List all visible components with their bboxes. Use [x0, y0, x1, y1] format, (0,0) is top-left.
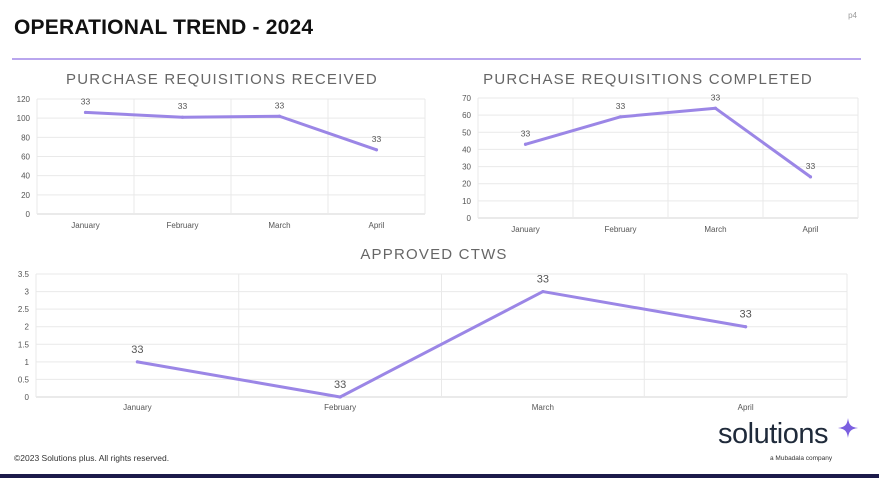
- data-point: [277, 114, 282, 118]
- y-tick-label: 40: [21, 172, 30, 181]
- y-tick-label: 20: [462, 180, 471, 189]
- y-tick-label: 50: [462, 128, 471, 137]
- page-number: p4: [848, 11, 857, 20]
- x-tick-label: April: [368, 221, 384, 230]
- chart-purchase-requisitions-received: PURCHASE REQUISITIONS RECEIVED 0 20 40 60 80 1…: [17, 71, 426, 230]
- data-point: [180, 115, 185, 119]
- plus-icon: [838, 418, 858, 443]
- x-tick-label: January: [123, 403, 151, 412]
- x-tick-label: March: [532, 403, 554, 412]
- chart-purchase-requisitions-completed: PURCHASE REQUISITIONS COMPLETED 0 10 20 30 40…: [462, 71, 859, 234]
- page-title: OPERATIONAL TREND - 2024: [14, 16, 314, 39]
- chart-title: APPROVED CTWS: [360, 246, 507, 263]
- data-label: 33: [537, 274, 549, 286]
- data-point: [135, 360, 139, 364]
- data-label: 33: [616, 101, 626, 111]
- solutions-logo: solutions a Mubadala company: [718, 418, 868, 466]
- data-point: [744, 325, 748, 329]
- bottom-bar: [0, 474, 879, 478]
- data-label: 33: [521, 128, 531, 138]
- logo-wordmark: solutions: [718, 418, 828, 450]
- y-tick-label: 0: [26, 210, 31, 219]
- x-tick-label: February: [324, 403, 356, 412]
- y-tick-label: 0: [467, 214, 472, 223]
- y-tick-label: 40: [462, 145, 471, 154]
- data-label: 33: [334, 379, 346, 391]
- y-tick-label: 100: [17, 114, 31, 123]
- y-tick-label: 60: [21, 153, 30, 162]
- y-tick-label: 10: [462, 197, 471, 206]
- chart-approved-ctws: APPROVED CTWS 0 0.5 1 1.5 2 2.5 3 3.5 January Febr…: [18, 246, 848, 412]
- series-line: [135, 290, 748, 399]
- data-label: 33: [131, 344, 143, 356]
- y-tick-label: 3.5: [18, 270, 30, 279]
- series-line: [84, 110, 378, 152]
- data-point: [523, 142, 528, 146]
- x-tick-label: February: [166, 221, 198, 230]
- data-label: 33: [711, 92, 721, 102]
- x-tick-label: April: [802, 225, 818, 234]
- copyright-footer: ©2023 Solutions plus. All rights reserve…: [14, 453, 170, 463]
- y-tick-label: 2.5: [18, 305, 30, 314]
- y-tick-label: 0: [25, 393, 30, 402]
- y-tick-label: 120: [17, 95, 31, 104]
- logo-tagline: a Mubadala company: [770, 455, 833, 462]
- data-label: 33: [806, 161, 816, 171]
- data-label: 33: [81, 96, 91, 106]
- y-tick-label: 1.5: [18, 340, 30, 349]
- data-label: 33: [178, 101, 188, 111]
- y-tick-label: 30: [462, 163, 471, 172]
- data-point: [338, 395, 342, 399]
- series-line: [524, 106, 812, 179]
- x-tick-label: March: [704, 225, 726, 234]
- data-label: 33: [740, 309, 752, 321]
- y-tick-label: 1: [25, 358, 30, 367]
- y-tick-label: 70: [462, 94, 471, 103]
- data-point: [541, 289, 545, 294]
- y-tick-label: 60: [462, 111, 471, 120]
- y-tick-label: 3: [25, 288, 30, 297]
- data-point: [618, 115, 623, 119]
- x-tick-label: April: [738, 403, 754, 412]
- y-tick-label: 2: [25, 323, 30, 332]
- x-tick-label: February: [604, 225, 636, 234]
- title-divider: [12, 58, 861, 60]
- data-point: [83, 110, 88, 115]
- x-tick-label: March: [268, 221, 290, 230]
- chart-title: PURCHASE REQUISITIONS COMPLETED: [483, 71, 813, 88]
- x-tick-label: January: [511, 225, 539, 234]
- y-tick-label: 0.5: [18, 375, 30, 384]
- data-point: [808, 175, 813, 179]
- data-label: 33: [372, 134, 382, 144]
- data-label: 33: [275, 100, 285, 110]
- chart-title: PURCHASE REQUISITIONS RECEIVED: [66, 71, 378, 88]
- data-point: [713, 106, 718, 110]
- y-tick-label: 80: [21, 133, 30, 142]
- x-tick-label: January: [71, 221, 99, 230]
- data-point: [374, 148, 379, 152]
- y-tick-label: 20: [21, 191, 30, 200]
